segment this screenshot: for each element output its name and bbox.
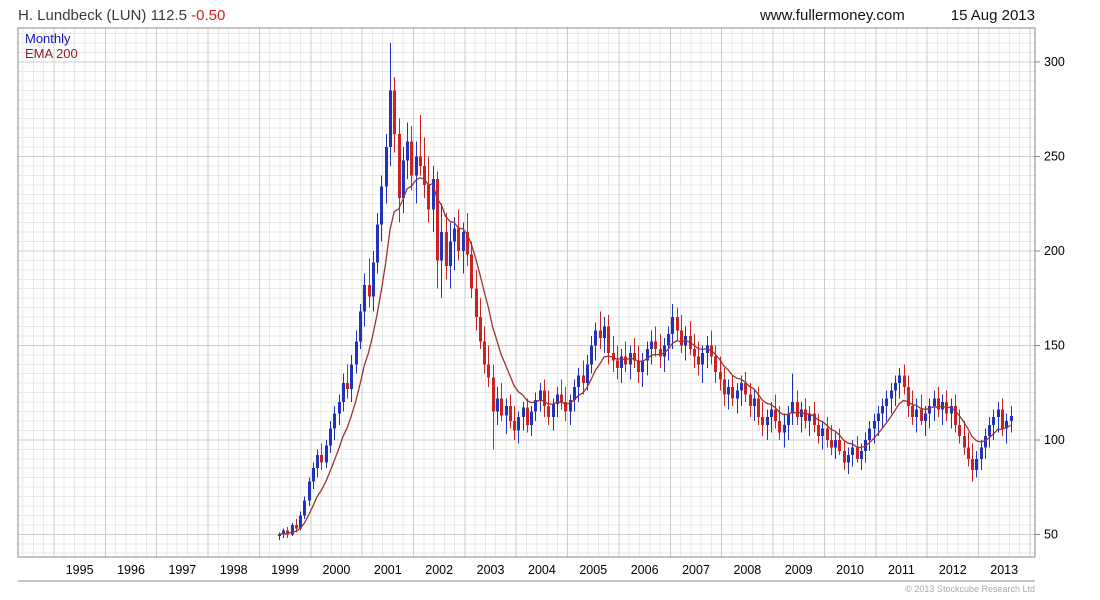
website-link[interactable]: www.fullermoney.com — [759, 6, 905, 24]
svg-text:200: 200 — [1044, 244, 1065, 258]
svg-text:2006: 2006 — [631, 563, 659, 577]
copyright-notice: © 2013 Stockcube Research Ltd — [905, 584, 1035, 594]
svg-text:100: 100 — [1044, 433, 1065, 447]
svg-text:1999: 1999 — [271, 563, 299, 577]
svg-text:2012: 2012 — [939, 563, 967, 577]
svg-text:150: 150 — [1044, 338, 1065, 352]
svg-text:2002: 2002 — [425, 563, 453, 577]
svg-text:2004: 2004 — [528, 563, 556, 577]
svg-text:250: 250 — [1044, 149, 1065, 163]
svg-text:2007: 2007 — [682, 563, 710, 577]
svg-text:2000: 2000 — [323, 563, 351, 577]
chart-legend: Monthly EMA 200 — [25, 31, 78, 61]
svg-text:1996: 1996 — [117, 563, 145, 577]
price-change: -0.50 — [191, 6, 226, 24]
instrument-name: H. Lundbeck (LUN) — [18, 6, 147, 24]
chart-date: 15 Aug 2013 — [950, 6, 1035, 24]
svg-text:2003: 2003 — [477, 563, 505, 577]
svg-text:2010: 2010 — [836, 563, 864, 577]
svg-text:1995: 1995 — [66, 563, 94, 577]
svg-text:1997: 1997 — [168, 563, 196, 577]
svg-text:2001: 2001 — [374, 563, 402, 577]
header-right: www.fullermoney.com 15 Aug 2013 — [760, 7, 1035, 24]
svg-text:50: 50 — [1044, 527, 1058, 541]
instrument-title: H. Lundbeck (LUN) 112.5 -0.50 — [18, 7, 225, 24]
legend-ema-label: EMA 200 — [25, 46, 78, 61]
svg-text:2013: 2013 — [990, 563, 1018, 577]
chart-header: H. Lundbeck (LUN) 112.5 -0.50 www.fuller… — [0, 0, 1100, 26]
legend-series-label: Monthly — [25, 31, 71, 46]
svg-text:2009: 2009 — [785, 563, 813, 577]
svg-text:2008: 2008 — [733, 563, 761, 577]
last-price: 112.5 — [150, 6, 187, 24]
svg-text:2011: 2011 — [888, 563, 915, 577]
svg-text:2005: 2005 — [579, 563, 607, 577]
svg-text:300: 300 — [1044, 55, 1065, 69]
svg-text:1998: 1998 — [220, 563, 248, 577]
